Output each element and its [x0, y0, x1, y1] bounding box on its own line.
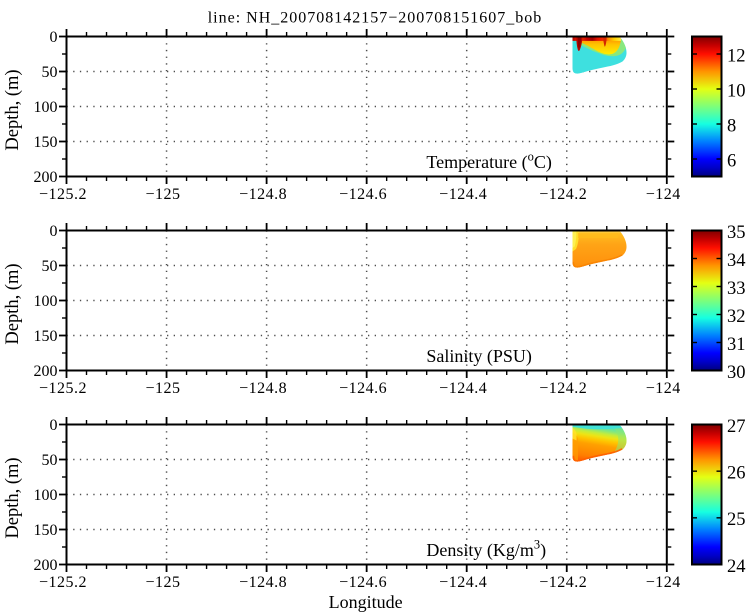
- svg-text:Salinity (PSU): Salinity (PSU): [426, 346, 532, 367]
- svg-text:Depth, (m): Depth, (m): [3, 263, 23, 344]
- svg-text:line: NH_200708142157−20070815: line: NH_200708142157−200708151607_bob: [208, 10, 543, 27]
- svg-text:31: 31: [727, 335, 746, 355]
- svg-text:32: 32: [727, 307, 746, 327]
- svg-text:−125: −125: [146, 380, 181, 397]
- svg-text:100: 100: [34, 293, 58, 310]
- svg-text:−124: −124: [646, 574, 681, 591]
- svg-text:−124.4: −124.4: [439, 186, 487, 203]
- svg-text:−124.6: −124.6: [339, 574, 387, 591]
- svg-text:50: 50: [42, 258, 58, 275]
- svg-text:50: 50: [42, 452, 58, 469]
- svg-text:−124: −124: [646, 186, 681, 203]
- svg-text:8: 8: [727, 116, 736, 136]
- svg-text:−124.6: −124.6: [339, 186, 387, 203]
- svg-text:−124.8: −124.8: [239, 186, 287, 203]
- svg-text:−125.2: −125.2: [39, 380, 87, 397]
- svg-text:0: 0: [50, 417, 58, 434]
- svg-text:Depth, (m): Depth, (m): [3, 457, 23, 538]
- svg-text:−124.8: −124.8: [239, 574, 287, 591]
- svg-text:Depth, (m): Depth, (m): [3, 69, 23, 150]
- svg-text:−125: −125: [146, 574, 181, 591]
- svg-text:26: 26: [727, 463, 746, 483]
- svg-text:−124.8: −124.8: [239, 380, 287, 397]
- svg-text:−124.4: −124.4: [439, 380, 487, 397]
- svg-text:100: 100: [34, 487, 58, 504]
- svg-text:200: 200: [34, 169, 58, 186]
- svg-text:25: 25: [727, 510, 746, 530]
- svg-text:0: 0: [50, 29, 58, 46]
- svg-text:150: 150: [34, 522, 58, 539]
- svg-text:0: 0: [50, 223, 58, 240]
- svg-text:Longitude: Longitude: [329, 592, 403, 612]
- svg-text:6: 6: [727, 151, 736, 171]
- svg-text:−124.2: −124.2: [539, 574, 587, 591]
- svg-text:10: 10: [727, 81, 746, 101]
- svg-text:−124.4: −124.4: [439, 574, 487, 591]
- svg-text:Temperature (oC): Temperature (oC): [426, 149, 551, 173]
- svg-text:−125.2: −125.2: [39, 574, 87, 591]
- svg-text:12: 12: [727, 46, 746, 66]
- svg-text:34: 34: [727, 251, 746, 271]
- svg-text:35: 35: [727, 223, 746, 243]
- svg-text:−124.6: −124.6: [339, 380, 387, 397]
- svg-text:−125: −125: [146, 186, 181, 203]
- svg-text:100: 100: [34, 99, 58, 116]
- svg-text:50: 50: [42, 64, 58, 81]
- svg-text:−125.2: −125.2: [39, 186, 87, 203]
- svg-text:−124: −124: [646, 380, 681, 397]
- svg-text:24: 24: [727, 557, 746, 577]
- svg-text:200: 200: [34, 363, 58, 380]
- svg-text:−124.2: −124.2: [539, 186, 587, 203]
- svg-text:−124.2: −124.2: [539, 380, 587, 397]
- svg-text:27: 27: [727, 417, 746, 437]
- svg-text:Density (Kg/m3): Density (Kg/m3): [426, 537, 546, 561]
- svg-text:200: 200: [34, 557, 58, 574]
- svg-text:33: 33: [727, 279, 746, 299]
- svg-text:150: 150: [34, 328, 58, 345]
- svg-text:30: 30: [727, 363, 746, 383]
- svg-text:150: 150: [34, 134, 58, 151]
